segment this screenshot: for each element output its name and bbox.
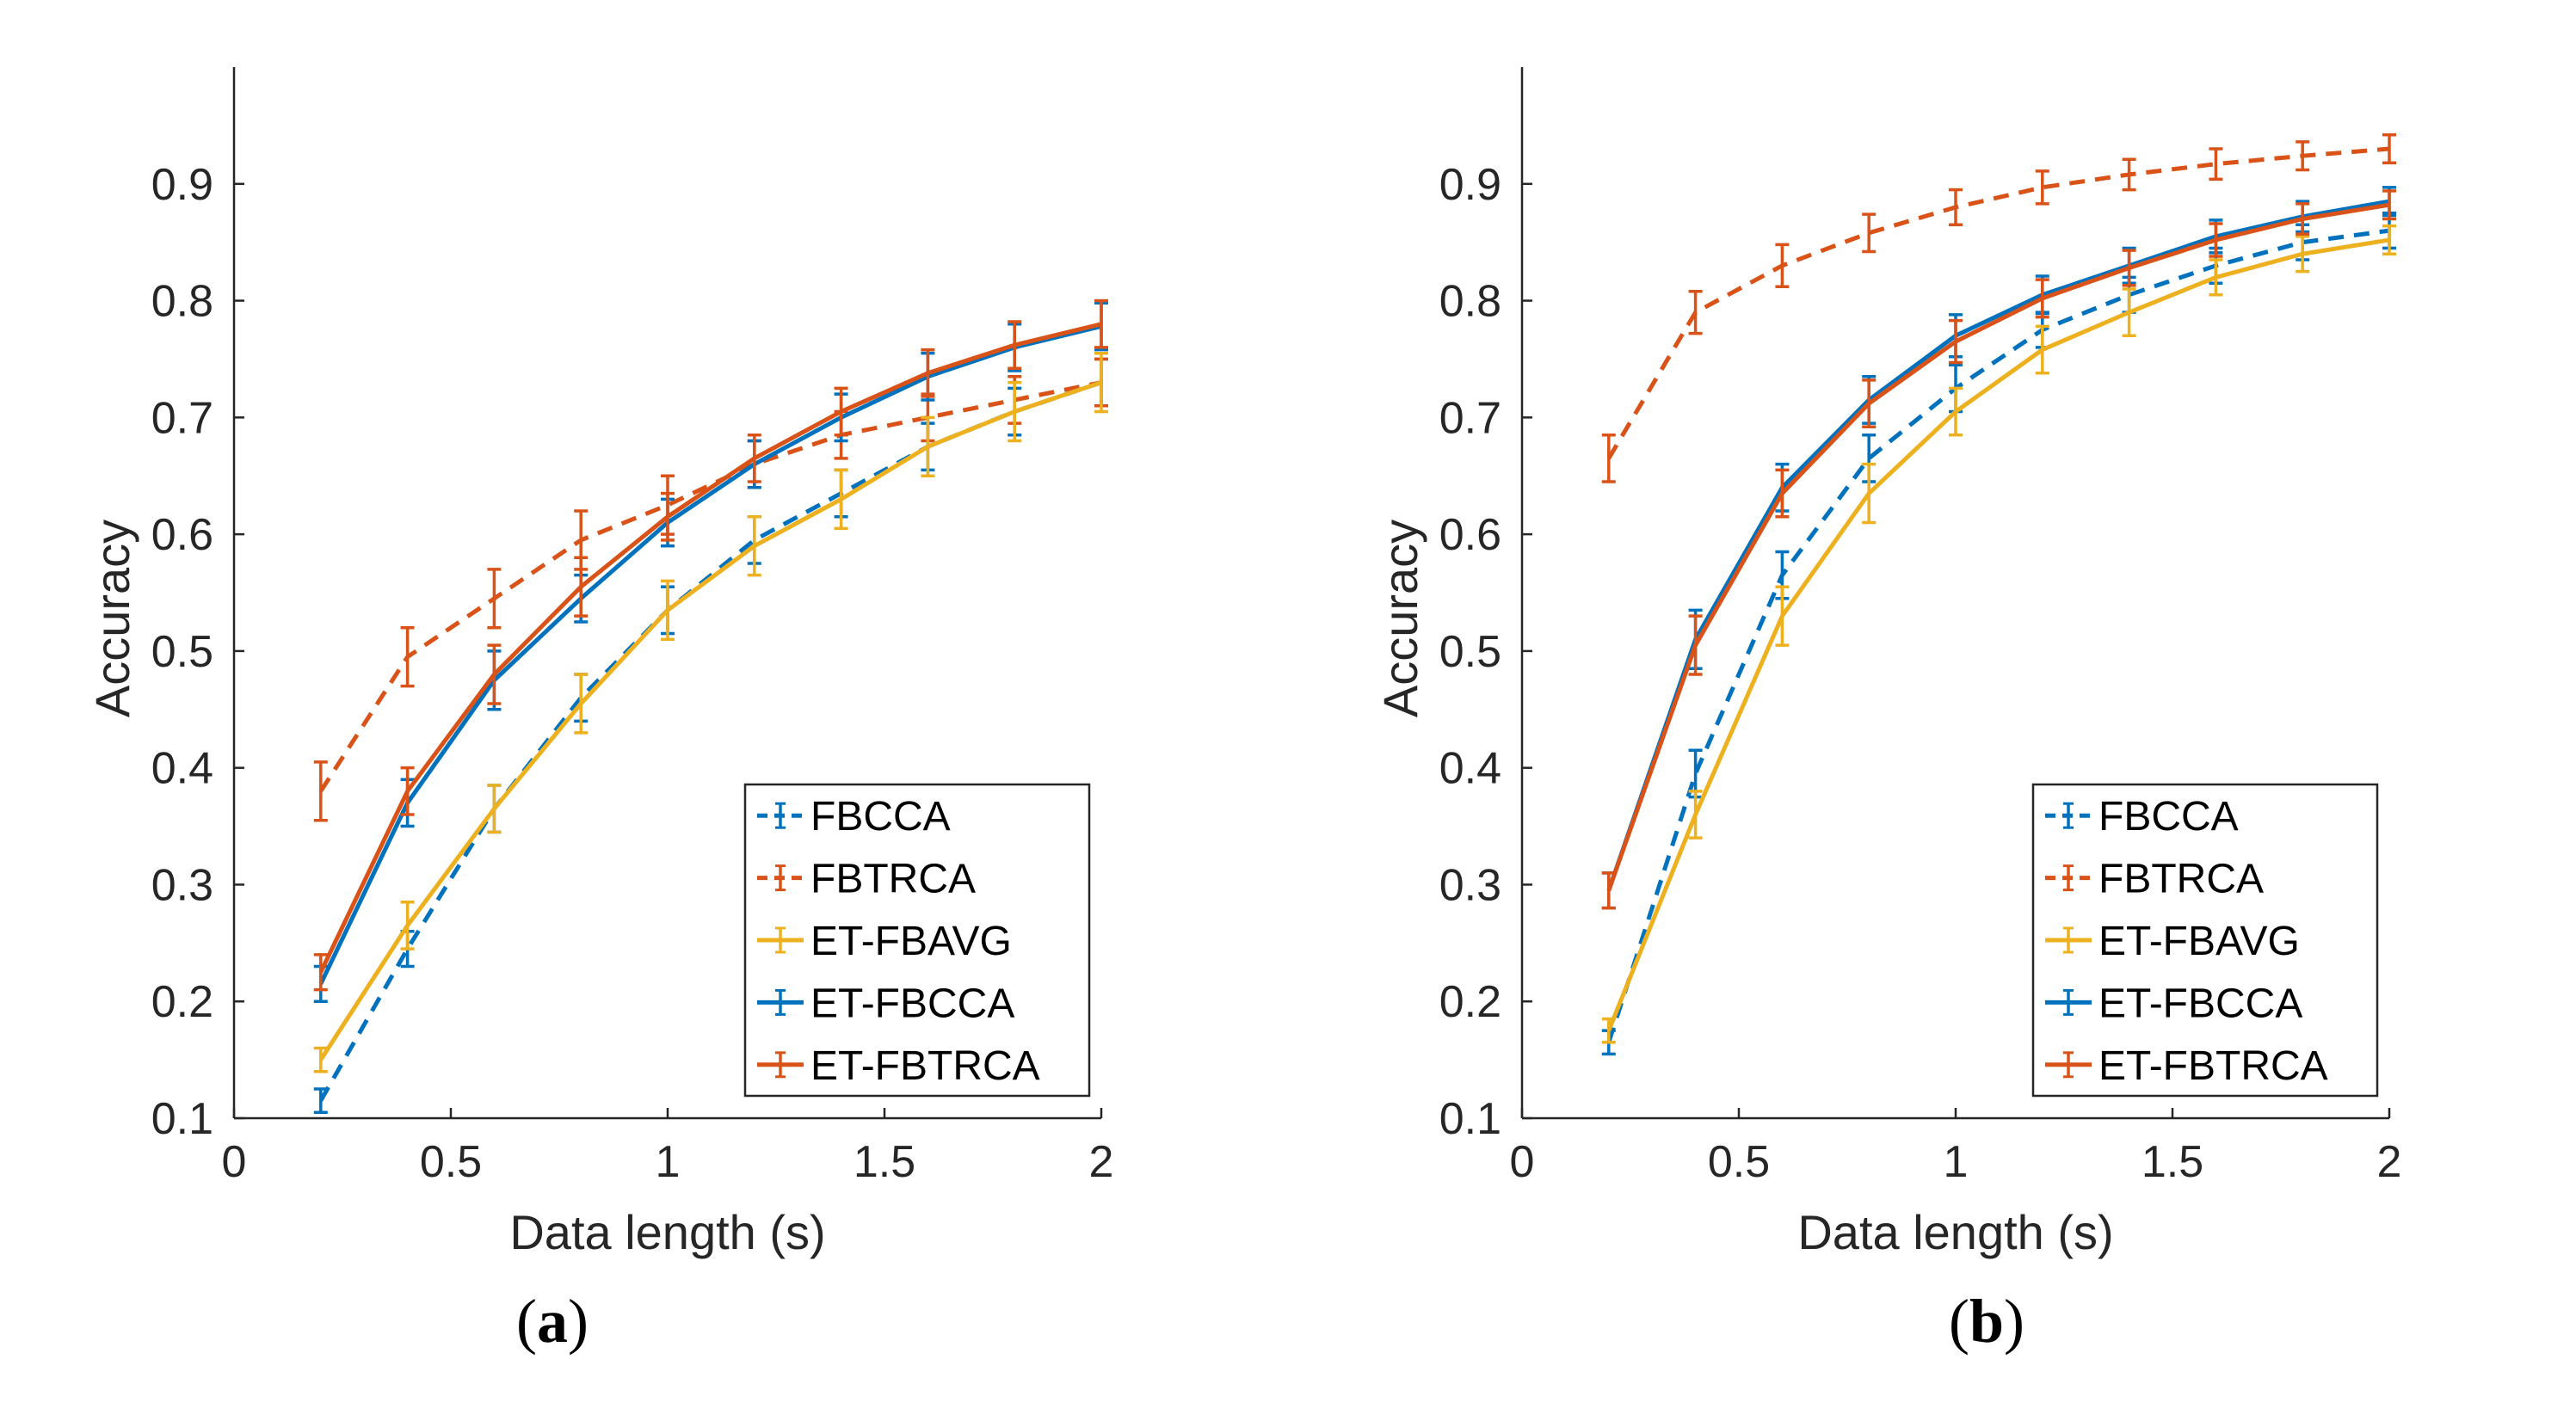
x-tick-label: 2	[1089, 1137, 1114, 1187]
y-axis-title: Accuracy	[85, 520, 139, 717]
legend-label: ET-FBCCA	[2098, 981, 2302, 1026]
series-line	[1606, 199, 2390, 892]
y-tick-label: 0.2	[151, 977, 213, 1027]
x-tick-label: 1	[656, 1137, 681, 1187]
x-axis-title: Data length (s)	[1797, 1205, 2113, 1259]
y-tick-label: 0.5	[151, 627, 213, 677]
legend-label: FBTRCA	[2098, 857, 2264, 902]
series-et-fbtrca	[313, 298, 1108, 992]
y-tick-label: 0.3	[1439, 860, 1501, 910]
panel-label-b: (b)	[1949, 1287, 2025, 1356]
y-tick-label: 0.6	[151, 510, 213, 560]
panel-label-a: (a)	[516, 1287, 589, 1356]
legend-label: ET-FBAVG	[810, 919, 1012, 964]
chart-panel-b: 0.1 0.2 0.3 0.4 0.5 0.6 0.7 0.8 0.9 0 0.5 1 1.5 2 Data…	[1373, 67, 2402, 1259]
legend-label: ET-FBTRCA	[810, 1043, 1040, 1089]
series-line	[318, 323, 1102, 985]
y-tick-label: 0.6	[1439, 510, 1501, 560]
legend: FBCCA FBTRCA ET-FBAVG ET-FBCCA ET-FBTRCA	[2031, 783, 2379, 1098]
legend-label: FBTRCA	[810, 857, 976, 902]
x-tick-label: 1.5	[2142, 1137, 2203, 1187]
y-tick-label: 0.9	[1439, 160, 1501, 210]
y-tick-label: 0.1	[1439, 1094, 1501, 1144]
panel-label-a-letter: a	[536, 1287, 568, 1356]
x-tick-label: 0.5	[1708, 1137, 1770, 1187]
y-tick-label: 0.5	[1439, 627, 1501, 677]
x-tick-label: 0	[222, 1137, 247, 1187]
y-tick-label: 0.8	[1439, 277, 1501, 327]
series-et-fbavg	[1601, 224, 2396, 1044]
legend-label: ET-FBAVG	[2098, 919, 2300, 964]
series-line	[1606, 202, 2390, 892]
series-line	[318, 380, 1102, 793]
y-tick-label: 0.9	[151, 160, 213, 210]
x-tick-label: 0	[1510, 1137, 1535, 1187]
series-line	[1606, 237, 2390, 1032]
y-tick-label: 0.4	[1439, 744, 1501, 794]
y-tick-label: 0.1	[151, 1094, 213, 1144]
series-line	[1606, 146, 2390, 460]
legend: FBCCA FBTRCA ET-FBAVG ET-FBCCA ET-FBTRCA	[743, 783, 1091, 1098]
y-tick-label: 0.3	[151, 860, 213, 910]
x-tick-label: 1.5	[854, 1137, 915, 1187]
x-tick-label: 2	[2377, 1137, 2402, 1187]
series-et-fbavg	[313, 351, 1108, 1073]
legend-label: ET-FBTRCA	[2098, 1043, 2328, 1089]
legend-label: FBCCA	[2098, 794, 2239, 840]
y-tick-label: 0.7	[1439, 393, 1501, 443]
legend-label: FBCCA	[810, 794, 951, 840]
y-tick-label: 0.7	[151, 393, 213, 443]
series-line	[318, 322, 1102, 974]
y-tick-label: 0.4	[151, 744, 213, 794]
y-tick-label: 0.8	[151, 277, 213, 327]
series-fbtrca	[313, 357, 1108, 822]
legend-label: ET-FBCCA	[810, 981, 1014, 1026]
series-line	[318, 380, 1102, 1061]
panel-label-b-letter: b	[1969, 1287, 2005, 1356]
chart-panel-a: 0.1 0.2 0.3 0.4 0.5 0.6 0.7 0.8 0.9 0 0.5 1 1.5 2 Data…	[85, 67, 1114, 1259]
y-tick-label: 0.2	[1439, 977, 1501, 1027]
series-line	[1606, 228, 2390, 1043]
series-fbtrca	[1601, 133, 2396, 483]
x-tick-label: 0.5	[420, 1137, 482, 1187]
x-tick-label: 1	[1944, 1137, 1969, 1187]
y-axis-title: Accuracy	[1373, 520, 1427, 717]
series-et-fbtrca	[1601, 189, 2396, 910]
x-axis-title: Data length (s)	[509, 1205, 825, 1259]
